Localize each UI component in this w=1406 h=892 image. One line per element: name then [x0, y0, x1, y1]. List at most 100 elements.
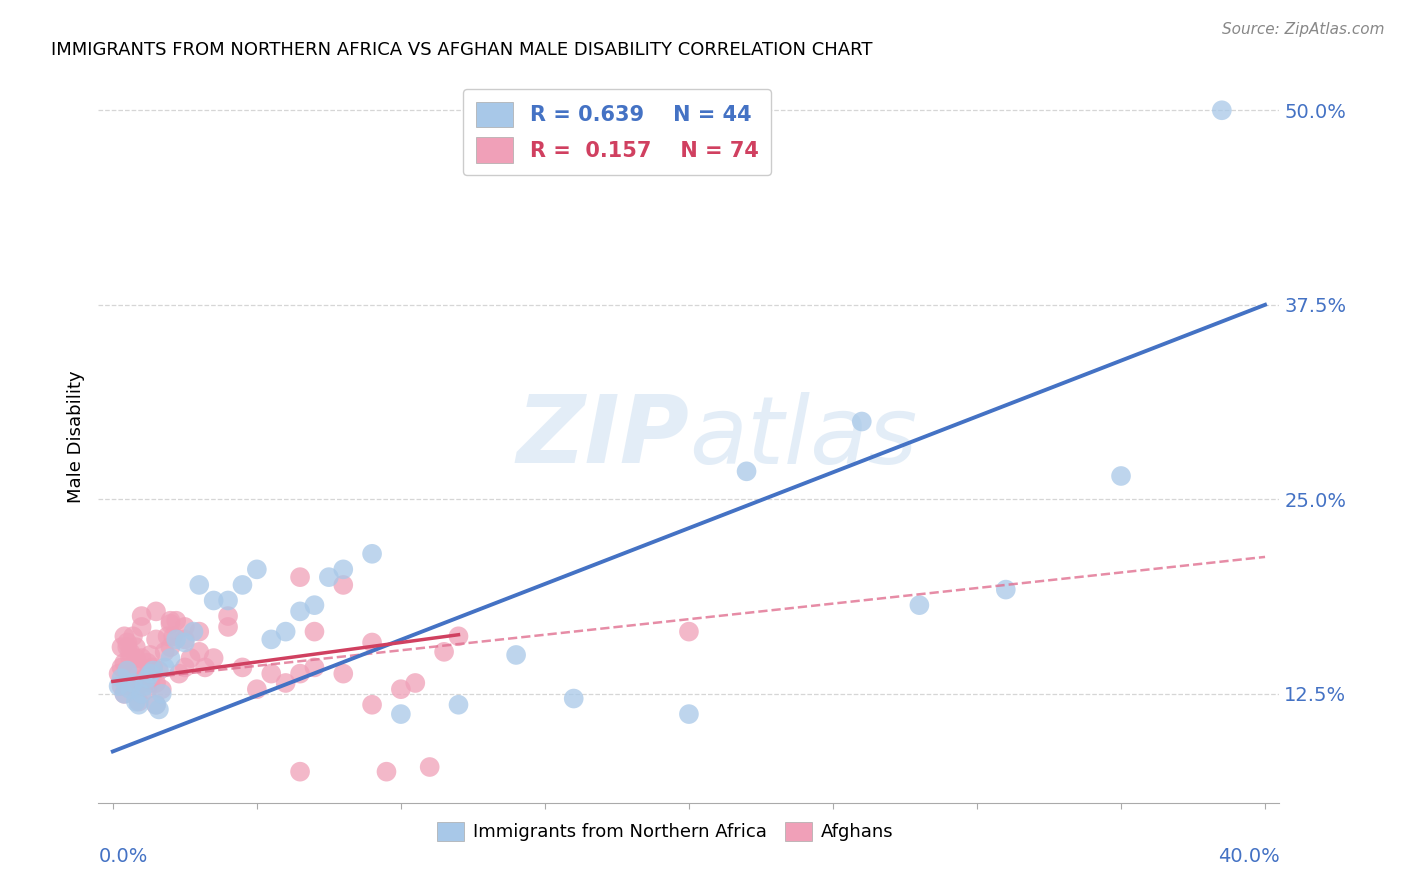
Point [142, 660, 165, 674]
Point [159, 616, 181, 631]
Point [304, 624, 326, 639]
Point [145, 676, 167, 690]
Point [148, 664, 170, 678]
Point [678, 624, 700, 639]
Text: 40.0%: 40.0% [1218, 847, 1279, 866]
Point [150, 687, 173, 701]
Point [288, 666, 311, 681]
Point [419, 760, 441, 774]
Point [142, 664, 165, 678]
Point [148, 702, 170, 716]
Point [361, 547, 384, 561]
Point [131, 651, 153, 665]
Point [150, 682, 173, 697]
Point [288, 604, 311, 618]
Point [217, 609, 239, 624]
Point [153, 645, 176, 659]
Point [156, 629, 179, 643]
Point [110, 660, 132, 674]
Point [678, 707, 700, 722]
Point [332, 578, 354, 592]
Point [288, 764, 311, 779]
Point [851, 415, 873, 429]
Point [128, 660, 150, 674]
Point [231, 578, 253, 592]
Point [131, 687, 153, 701]
Point [112, 687, 135, 701]
Point [274, 676, 297, 690]
Point [110, 671, 132, 685]
Y-axis label: Male Disability: Male Disability [66, 371, 84, 503]
Point [112, 687, 135, 701]
Point [112, 629, 135, 643]
Point [318, 570, 340, 584]
Point [167, 666, 190, 681]
Point [1211, 103, 1233, 118]
Point [173, 632, 195, 647]
Point [404, 676, 426, 690]
Point [505, 648, 527, 662]
Point [165, 614, 187, 628]
Point [217, 593, 239, 607]
Point [188, 645, 211, 659]
Point [260, 632, 283, 647]
Point [107, 679, 129, 693]
Point [202, 593, 225, 607]
Point [304, 660, 326, 674]
Point [162, 629, 184, 643]
Point [173, 620, 195, 634]
Point [139, 676, 162, 690]
Point [180, 651, 202, 665]
Point [125, 695, 148, 709]
Point [136, 682, 159, 697]
Point [231, 660, 253, 674]
Point [131, 620, 153, 634]
Point [120, 645, 142, 659]
Point [183, 624, 205, 639]
Point [120, 651, 142, 665]
Point [153, 660, 176, 674]
Text: ZIP: ZIP [516, 391, 689, 483]
Point [134, 671, 156, 685]
Point [125, 651, 148, 665]
Point [562, 691, 585, 706]
Point [120, 679, 142, 693]
Text: Source: ZipAtlas.com: Source: ZipAtlas.com [1222, 22, 1385, 37]
Point [173, 635, 195, 649]
Point [389, 682, 412, 697]
Point [145, 698, 167, 712]
Text: atlas: atlas [689, 392, 917, 483]
Point [145, 698, 167, 712]
Point [159, 651, 181, 665]
Point [120, 682, 142, 697]
Point [389, 707, 412, 722]
Point [145, 604, 167, 618]
Point [139, 666, 162, 681]
Point [122, 629, 145, 643]
Point [115, 640, 138, 655]
Point [274, 624, 297, 639]
Point [447, 629, 470, 643]
Point [112, 656, 135, 670]
Point [122, 660, 145, 674]
Point [361, 698, 384, 712]
Point [125, 682, 148, 697]
Point [110, 679, 132, 693]
Point [128, 695, 150, 709]
Point [735, 464, 758, 478]
Legend: Immigrants from Northern Africa, Afghans: Immigrants from Northern Africa, Afghans [430, 814, 901, 848]
Point [1109, 469, 1132, 483]
Point [332, 562, 354, 576]
Point [139, 648, 162, 662]
Point [136, 671, 159, 685]
Text: 0.0%: 0.0% [98, 847, 148, 866]
Point [159, 614, 181, 628]
Point [173, 660, 195, 674]
Point [288, 570, 311, 584]
Point [128, 698, 150, 712]
Point [188, 624, 211, 639]
Point [115, 664, 138, 678]
Point [107, 666, 129, 681]
Point [159, 640, 181, 655]
Point [194, 660, 217, 674]
